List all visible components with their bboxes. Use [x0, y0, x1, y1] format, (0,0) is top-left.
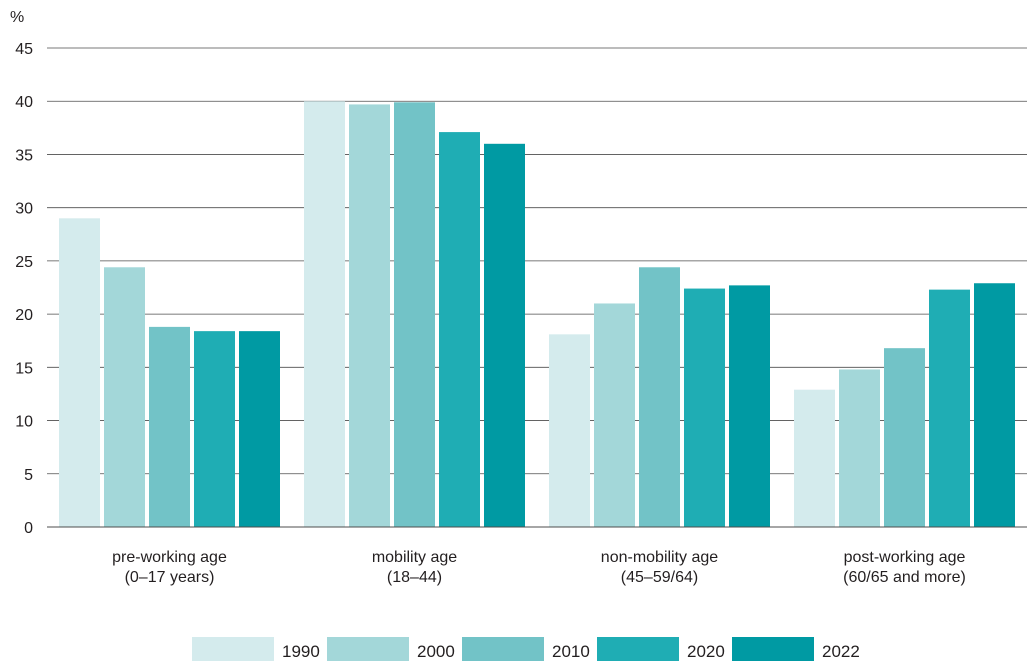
- bar-2000-cat-3: [594, 303, 635, 527]
- legend-label-2000: 2000: [417, 642, 455, 661]
- bar-2020-cat-2: [439, 132, 480, 527]
- legend-label-2010: 2010: [552, 642, 590, 661]
- bar-2000-cat-1: [104, 267, 145, 527]
- y-axis-unit-label: %: [10, 9, 24, 26]
- legend: 1990 2000 2010 2020 2022: [192, 637, 860, 661]
- legend-label-1990: 1990: [282, 642, 320, 661]
- y-tick-label-15: 15: [15, 360, 33, 377]
- bar-2010-cat-3: [639, 267, 680, 527]
- bar-2022-cat-3: [729, 285, 770, 527]
- bar-1990-cat-2: [304, 101, 345, 527]
- bar-2010-cat-1: [149, 326, 190, 527]
- bar-1990-cat-1: [59, 218, 100, 528]
- bar-1990-cat-4: [794, 389, 835, 527]
- bar-2022-cat-2: [484, 143, 525, 528]
- y-tick-label-30: 30: [15, 201, 33, 218]
- bar-2000-cat-2: [349, 104, 390, 527]
- y-tick-label-35: 35: [15, 147, 33, 164]
- category-label-1-line-1: pre-working age: [112, 549, 227, 566]
- bar-2000-cat-4: [839, 369, 880, 527]
- bar-2020-cat-3: [684, 288, 725, 527]
- y-tick-label-20: 20: [15, 307, 33, 324]
- bar-2010-cat-2: [394, 102, 435, 527]
- bar-2010-cat-4: [884, 348, 925, 527]
- y-tick-label-25: 25: [15, 254, 33, 271]
- category-label-4-line-1: post-working age: [844, 549, 966, 566]
- category-label-3-line-2: (45–59/64): [621, 569, 698, 586]
- category-label-2-line-1: mobility age: [372, 549, 457, 566]
- bar-2022-cat-4: [974, 283, 1015, 527]
- legend-swatch-2000: [327, 637, 409, 661]
- bar-2020-cat-4: [929, 289, 970, 527]
- y-tick-label-40: 40: [15, 94, 33, 111]
- legend-swatch-2010: [462, 637, 544, 661]
- y-tick-label-5: 5: [24, 467, 33, 484]
- bars: [47, 101, 1027, 528]
- legend-label-2020: 2020: [687, 642, 725, 661]
- legend-swatch-1990: [192, 637, 274, 661]
- y-tick-label-0: 0: [24, 520, 33, 537]
- category-label-3-line-1: non-mobility age: [601, 549, 719, 566]
- category-label-4-line-2: (60/65 and more): [843, 569, 966, 586]
- category-label-2-line-2: (18–44): [387, 569, 442, 586]
- bar-2022-cat-1: [239, 331, 280, 527]
- category-label-1-line-2: (0–17 years): [125, 569, 215, 586]
- bar-2020-cat-1: [194, 331, 235, 527]
- x-axis-category-labels: pre-working age (0–17 years) mobility age (…: [112, 549, 966, 586]
- y-tick-label-10: 10: [15, 414, 33, 431]
- y-tick-label-45: 45: [15, 41, 33, 58]
- legend-swatch-2020: [597, 637, 679, 661]
- y-axis-ticks: 0 5 10 15 20 25 30 35 40 45: [15, 41, 33, 537]
- legend-swatch-2022: [732, 637, 814, 661]
- bar-1990-cat-3: [549, 334, 590, 527]
- legend-label-2022: 2022: [822, 642, 860, 661]
